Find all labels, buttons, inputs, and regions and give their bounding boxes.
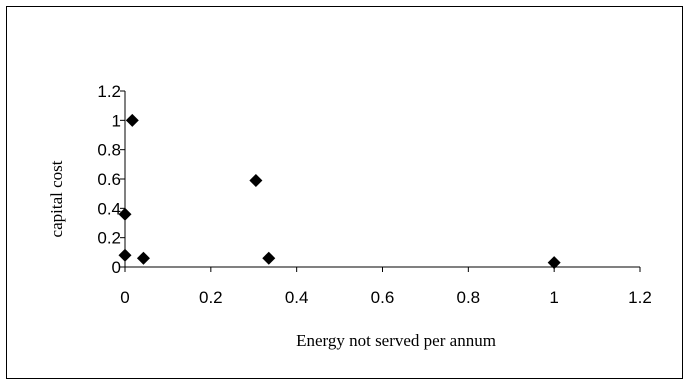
y-tick-label: 1.2: [97, 82, 121, 101]
x-tick-label: 0: [120, 288, 129, 307]
data-point: [125, 113, 139, 127]
y-tick-label: 0.8: [97, 141, 121, 160]
data-point: [262, 251, 276, 265]
x-tick-label: 0.2: [199, 288, 223, 307]
x-axis-title: Energy not served per annum: [296, 331, 496, 350]
data-point: [249, 173, 263, 187]
y-axis-title: capital cost: [47, 160, 66, 237]
y-tick-label: 1: [112, 111, 121, 130]
axes: [124, 91, 640, 268]
y-tick-label: 0: [112, 258, 121, 277]
y-tick-label: 0.6: [97, 170, 121, 189]
x-tick-label: 1.2: [628, 288, 652, 307]
x-tick-label: 0.8: [457, 288, 481, 307]
x-tick-label: 0.4: [285, 288, 309, 307]
data-point: [547, 256, 561, 270]
x-tick-label: 0.6: [371, 288, 395, 307]
data-point: [118, 207, 132, 221]
data-points: [118, 113, 561, 270]
x-axis-ticks: 0 0.2 0.4 0.6 0.8 1 1.2: [120, 267, 652, 307]
x-tick-label: 1: [549, 288, 558, 307]
data-point: [136, 251, 150, 265]
y-axis-ticks: 0 0.2 0.4 0.6 0.8 1 1.2: [97, 82, 125, 277]
y-tick-label: 0.4: [97, 199, 121, 218]
data-point: [118, 248, 132, 262]
chart-frame: [6, 6, 683, 379]
y-tick-label: 0.2: [97, 229, 121, 248]
